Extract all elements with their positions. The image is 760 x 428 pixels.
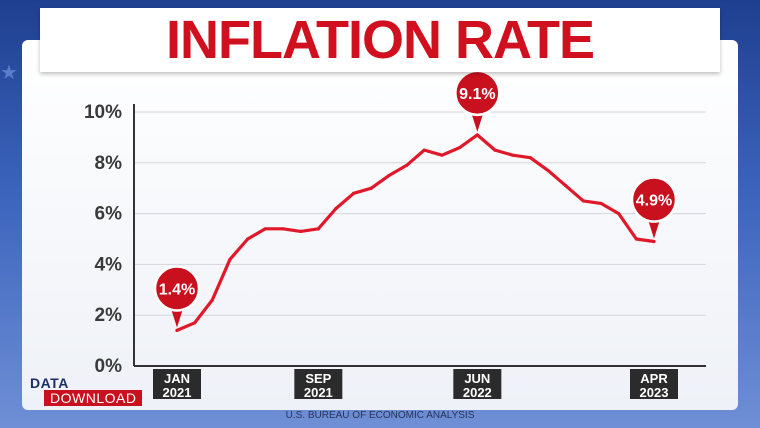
y-tick-label: 6% — [95, 204, 123, 225]
data-point — [193, 321, 197, 325]
data-point — [511, 153, 515, 157]
x-tick-label-month: SEP — [305, 371, 331, 386]
data-point — [475, 133, 479, 137]
x-tick-box — [294, 369, 343, 399]
x-tick-label-month: APR — [640, 371, 668, 386]
callout-label: 4.9% — [636, 193, 672, 210]
x-tick-box — [630, 369, 678, 399]
data-point — [263, 227, 267, 231]
y-tick-label: 0% — [95, 356, 123, 377]
data-point — [352, 191, 356, 195]
data-point — [175, 328, 179, 333]
data-point — [334, 206, 338, 211]
data-point — [458, 145, 462, 150]
x-tick-label-year: 2022 — [463, 385, 492, 400]
data-point — [210, 298, 214, 302]
x-tick-label-year: 2023 — [640, 385, 669, 400]
y-tick-label: 2% — [95, 305, 123, 326]
data-point — [599, 201, 603, 206]
data-point — [369, 186, 373, 190]
data-download-logo: DATA DOWNLOAD — [30, 375, 143, 408]
data-point — [316, 227, 320, 231]
data-point — [281, 227, 285, 231]
x-tick-label-year: 2021 — [304, 385, 333, 400]
y-tick-label: 4% — [95, 254, 123, 275]
data-point — [528, 156, 532, 160]
data-point — [634, 237, 638, 241]
logo-top-text: DATA — [30, 375, 69, 391]
chart-panel — [22, 40, 738, 410]
callout-bubble — [630, 176, 678, 223]
logo-bottom-text: DOWNLOAD — [44, 390, 143, 406]
data-point — [422, 148, 426, 152]
x-tick-label-month: JAN — [164, 371, 190, 386]
title-banner: INFLATION RATE — [40, 8, 720, 72]
background-star-icon: ★ — [0, 62, 18, 84]
data-point — [299, 229, 303, 233]
data-point — [546, 168, 550, 173]
x-tick-box — [453, 369, 502, 399]
x-tick-label-year: 2021 — [163, 385, 192, 400]
source-credit: U.S. BUREAU OF ECONOMIC ANALYSIS — [285, 410, 475, 421]
data-point — [581, 199, 585, 203]
callout-bubble — [153, 265, 201, 312]
data-point — [564, 184, 568, 188]
inflation-line — [175, 133, 656, 332]
x-tick-label-month: JUN — [464, 371, 490, 386]
x-tick-box — [153, 369, 201, 399]
page-title: INFLATION RATE — [166, 10, 595, 70]
y-tick-label: 8% — [95, 153, 123, 174]
data-point — [652, 239, 656, 244]
data-point — [228, 257, 232, 261]
data-point — [246, 237, 250, 241]
data-point — [405, 163, 409, 167]
callout-label: 1.4% — [159, 281, 195, 298]
callout-label: 9.1% — [459, 86, 495, 103]
data-point — [440, 153, 444, 157]
data-point — [493, 148, 497, 152]
data-point — [617, 212, 621, 216]
data-point — [387, 173, 391, 178]
y-tick-label: 10% — [84, 102, 122, 123]
